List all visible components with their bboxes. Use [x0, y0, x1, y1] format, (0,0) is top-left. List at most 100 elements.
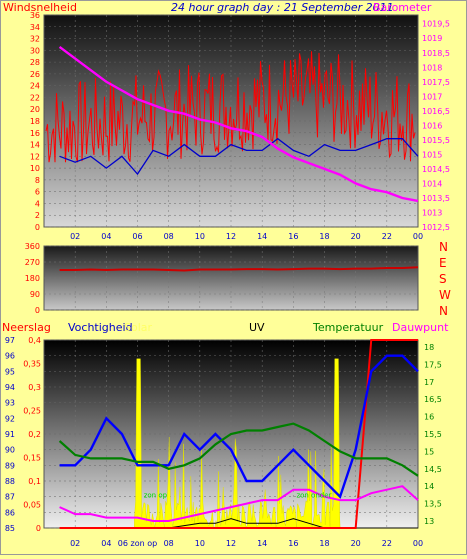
top-left-tick-label: 8	[35, 176, 40, 185]
top-left-tick-label: 34	[30, 23, 40, 32]
humidity-tick-label: 85	[5, 524, 15, 533]
top-right-tick-label: 1019	[422, 34, 442, 43]
temperature-tick-label: 13,5	[424, 500, 442, 509]
top-x-tick-label: 18	[319, 232, 329, 241]
barometer-series-line	[58, 45, 419, 203]
top-left-tick-label: 32	[30, 35, 40, 44]
compass-label: S	[439, 272, 447, 286]
mid-left-tick-label: 90	[30, 290, 40, 299]
top-right-tick-label: 1013,5	[422, 194, 450, 203]
top-left-tick-label: 14	[30, 141, 40, 150]
top-left-tick-label: 18	[30, 117, 40, 126]
temperature-tick-label: 15	[424, 447, 434, 456]
top-right-axis: 1012,5 1013 1013,5 1014 1014,5 1015 1015,5 1016…	[422, 20, 450, 232]
dauwpunt-label: Dauwpunt	[392, 321, 449, 334]
mid-left-tick-label: 360	[25, 242, 40, 251]
rain-tick-label: 0,35	[23, 360, 41, 369]
temperature-tick-label: 17	[424, 378, 434, 387]
temperature-tick-label: 13	[424, 517, 434, 526]
temperature-tick-label: 15,5	[424, 430, 442, 439]
top-left-tick-label: 24	[30, 82, 40, 91]
top-x-tick-label: 16	[288, 232, 298, 241]
uv-label: UV	[249, 321, 265, 334]
top-left-tick-label: 22	[30, 93, 40, 102]
bottom-x-tick-label: 20	[351, 539, 361, 548]
compass-label: W	[439, 288, 451, 302]
humidity-tick-label: 95	[5, 367, 15, 376]
bottom-x-tick-label: 04	[101, 539, 111, 548]
temperature-axis: 13 13,5 14 14,5 15 15,5 16 16,5 17 17,5 18	[424, 343, 442, 526]
humidity-tick-label: 92	[5, 414, 15, 423]
top-left-tick-label: 10	[30, 164, 40, 173]
compass-label: N	[439, 240, 448, 254]
mid-left-tick-label: 180	[25, 274, 40, 283]
top-x-tick-label: 22	[382, 232, 392, 241]
temperature-tick-label: 14	[424, 482, 434, 491]
bottom-x-tick-label: 10	[195, 539, 205, 548]
rain-axis: 0 0,05 0,1 0,15 0,2 0,25 0,3 0,35 0,4	[23, 336, 41, 533]
top-x-tick-label: 12	[226, 232, 236, 241]
rain-tick-label: 0,15	[23, 454, 41, 463]
compass-label: E	[439, 256, 447, 270]
rain-tick-label: 0,4	[28, 336, 41, 345]
humidity-tick-label: 86	[5, 508, 15, 517]
rain-tick-label: 0,3	[28, 383, 41, 392]
top-left-tick-label: 12	[30, 152, 40, 161]
top-series	[45, 45, 419, 203]
bottom-x-tick-label: 12	[226, 539, 236, 548]
rain-tick-label: 0,1	[28, 477, 41, 486]
top-x-tick-label: 06	[132, 232, 142, 241]
mid-left-axis: 0 90 180 270 360	[25, 242, 40, 315]
neerslag-label: Neerslag	[2, 321, 51, 334]
bottom-x-tick-label: 14	[257, 539, 267, 548]
top-left-tick-label: 6	[35, 188, 40, 197]
top-left-tick-label: 36	[30, 11, 40, 20]
humidity-tick-label: 89	[5, 461, 15, 470]
top-left-tick-label: 20	[30, 105, 40, 114]
top-right-label: Barometer	[373, 1, 432, 14]
top-x-tick-label: 20	[351, 232, 361, 241]
rain-tick-label: 0	[36, 524, 41, 533]
top-left-tick-label: 16	[30, 129, 40, 138]
temperature-tick-label: 16	[424, 413, 434, 422]
top-left-tick-label: 26	[30, 70, 40, 79]
mid-left-tick-label: 270	[25, 258, 40, 267]
humidity-axis: 85 86 87 88 89 90 91 92 93 94 95 96 97	[5, 336, 15, 533]
humidity-tick-label: 93	[5, 399, 15, 408]
top-x-axis: 02 04 06 08 10 12 14 16 18 20 22 00	[70, 232, 423, 241]
top-right-tick-label: 1017	[422, 92, 442, 101]
direction-series-line	[59, 266, 419, 272]
vochtigheid-label: Vochtigheid	[68, 321, 133, 334]
bottom-x-tick-label: 00	[413, 539, 423, 548]
humidity-tick-label: 91	[5, 430, 15, 439]
temperature-tick-label: 16,5	[424, 395, 442, 404]
humidity-tick-label: 87	[5, 493, 15, 502]
top-right-tick-label: 1018	[422, 63, 442, 72]
top-right-tick-label: 1014	[422, 179, 442, 188]
top-left-tick-label: 30	[30, 46, 40, 55]
top-right-tick-label: 1012,5	[422, 223, 450, 232]
humidity-tick-label: 94	[5, 383, 15, 392]
top-left-tick-label: 2	[35, 211, 40, 220]
top-x-tick-label: 08	[164, 232, 174, 241]
bottom-x-tick-label: 18	[319, 539, 329, 548]
sunrise-annotation: zon op	[144, 491, 168, 499]
top-title: 24 hour graph day : 21 September 2011	[171, 1, 394, 14]
top-right-tick-label: 1013	[422, 208, 442, 217]
rain-tick-label: 0,05	[23, 501, 41, 510]
temperature-tick-label: 18	[424, 343, 434, 352]
compass-label: N	[439, 304, 448, 318]
top-right-tick-label: 1015	[422, 150, 442, 159]
mid-left-tick-label: 0	[35, 306, 40, 315]
dewpoint-series-line	[59, 485, 419, 522]
top-left-label: Windsnelheid	[3, 1, 77, 14]
mid-series	[59, 266, 419, 272]
humidity-tick-label: 90	[5, 446, 15, 455]
top-left-tick-label: 0	[35, 223, 40, 232]
gust-series-line	[45, 51, 416, 163]
wind-series-line	[59, 137, 419, 176]
